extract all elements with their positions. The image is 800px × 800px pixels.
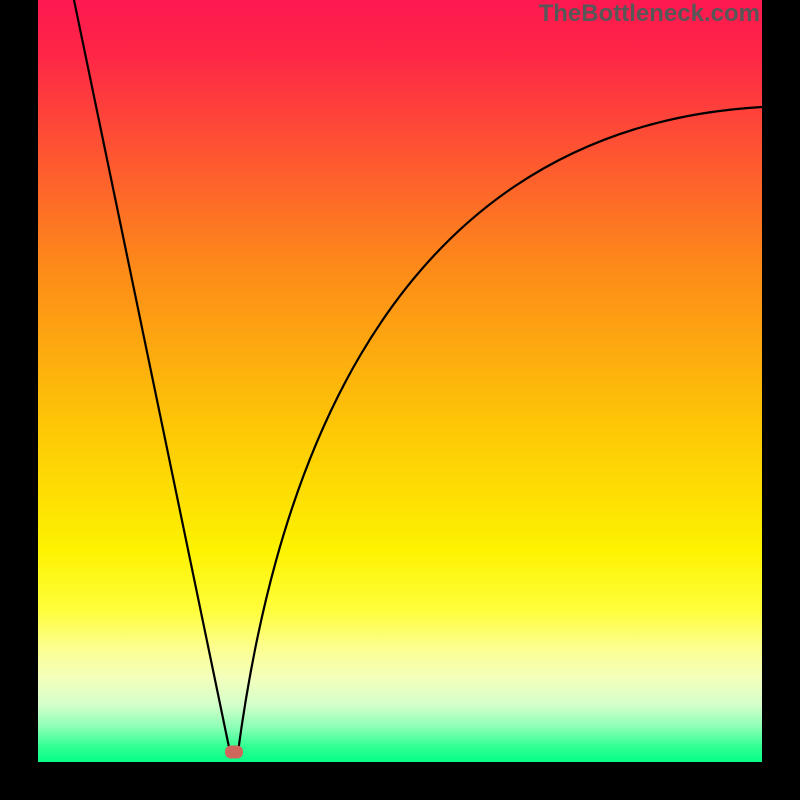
curve-left-branch — [74, 0, 230, 752]
bottleneck-curve — [38, 0, 762, 762]
plot-area — [38, 0, 762, 762]
curve-right-branch — [238, 107, 762, 752]
watermark-text: TheBottleneck.com — [539, 0, 760, 28]
optimal-point-marker — [225, 746, 243, 759]
chart-frame: TheBottleneck.com — [0, 0, 800, 800]
